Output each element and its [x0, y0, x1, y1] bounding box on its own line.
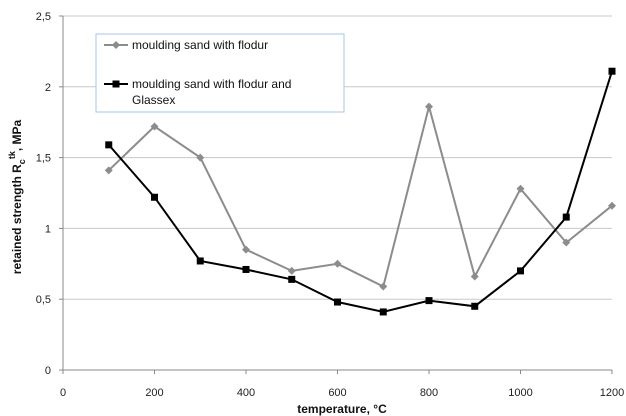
data-point-diamond — [242, 245, 250, 254]
y-tick-label: 1,5 — [36, 153, 51, 165]
y-axis-title: retained strength Rctk, MPa — [7, 119, 27, 274]
data-point-square — [196, 257, 204, 265]
x-tick-labels: 0 200 400 600 800 1000 1200 — [60, 370, 624, 399]
y-tick-label: 2 — [45, 82, 51, 94]
legend-label-series-2-line-1: moulding sand with flodur and — [132, 77, 291, 91]
data-point-diamond — [470, 272, 479, 281]
data-point-diamond — [150, 122, 159, 131]
y-tick-label: 2,5 — [36, 11, 51, 23]
data-point-diamond — [562, 238, 571, 247]
data-point-diamond — [104, 166, 113, 175]
x-tick-label: 400 — [237, 387, 255, 399]
series-1 — [104, 102, 616, 291]
series-line — [108, 102, 613, 288]
data-point-square — [105, 141, 113, 149]
y-tick-label: 1 — [45, 223, 51, 235]
x-axis-title: temperature, °C — [297, 402, 387, 416]
legend: moulding sand with flodur moulding sand … — [95, 33, 345, 113]
legend-label-series-2-line-2: Glassex — [132, 93, 175, 107]
data-point-square — [608, 67, 616, 75]
data-point-diamond — [196, 153, 205, 162]
y-tick-labels: 0 0,5 1 1,5 2 2,5 — [36, 11, 63, 377]
x-tick-label: 1000 — [508, 387, 532, 399]
x-tick-label: 0 — [60, 387, 66, 399]
data-point-diamond — [379, 282, 388, 291]
series-line — [108, 70, 613, 313]
legend-marker-diamond — [112, 41, 120, 49]
data-point-square — [151, 193, 158, 201]
legend-box — [95, 33, 345, 113]
legend-label-series-1: moulding sand with flodur — [132, 38, 268, 52]
x-tick-label: 1200 — [600, 387, 624, 399]
y-tick-label: 0,5 — [36, 294, 51, 306]
data-point-diamond — [333, 259, 342, 268]
series-layer — [104, 67, 616, 316]
data-point-square — [471, 302, 479, 310]
data-point-square — [334, 298, 341, 306]
data-point-diamond — [608, 201, 616, 210]
series-2 — [105, 67, 616, 316]
data-point-diamond — [516, 184, 525, 193]
data-point-square — [517, 267, 524, 275]
data-point-square — [242, 265, 250, 273]
data-point-square — [425, 297, 433, 305]
data-point-diamond — [425, 102, 433, 111]
data-point-square — [562, 213, 570, 221]
data-point-diamond — [287, 266, 296, 275]
x-tick-label: 200 — [145, 387, 163, 399]
y-tick-label: 0 — [45, 365, 51, 377]
x-tick-label: 800 — [420, 387, 438, 399]
data-point-square — [379, 308, 387, 316]
x-tick-label: 600 — [328, 387, 346, 399]
data-point-square — [288, 275, 296, 283]
legend-marker-square — [112, 80, 120, 88]
